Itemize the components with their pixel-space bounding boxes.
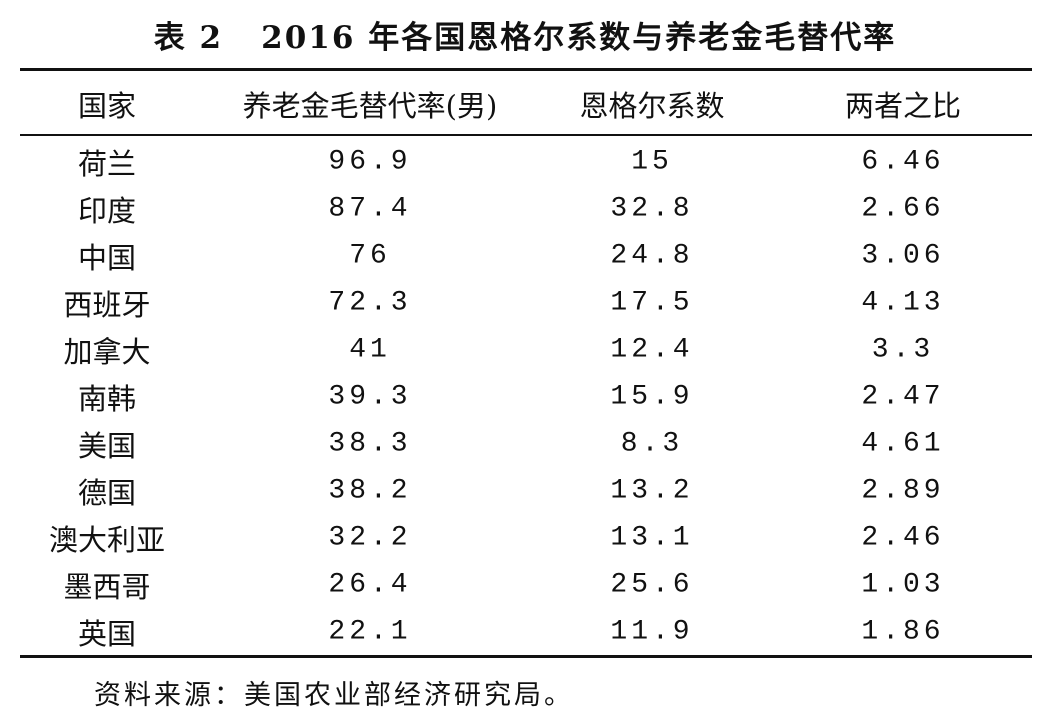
value-cell: 32.2 bbox=[328, 522, 412, 554]
value-cell: 8.3 bbox=[620, 428, 684, 460]
value-cell: 26.4 bbox=[328, 569, 412, 601]
value-cell: 2.66 bbox=[861, 193, 945, 225]
country-cell: 德国 bbox=[77, 476, 137, 510]
value-cell: 96.9 bbox=[328, 146, 412, 178]
value-cell: 32.8 bbox=[610, 193, 694, 225]
value-cell: 39.3 bbox=[328, 381, 412, 413]
value-cell: 6.46 bbox=[861, 146, 945, 178]
table-title: 表 2 2016 年各国恩格尔系数与养老金毛替代率 bbox=[0, 12, 1050, 57]
value-cell: 15 bbox=[631, 146, 673, 178]
country-cell: 印度 bbox=[77, 194, 137, 228]
value-cell: 38.2 bbox=[328, 475, 412, 507]
header-rule bbox=[20, 134, 1032, 136]
value-cell: 13.2 bbox=[610, 475, 694, 507]
value-cell: 38.3 bbox=[328, 428, 412, 460]
title-text: 2016 年各国恩格尔系数与养老金毛替代率 bbox=[261, 20, 897, 56]
source-note: 资料来源：美国农业部经济研究局。 bbox=[94, 680, 574, 711]
value-cell: 15.9 bbox=[610, 381, 694, 413]
value-cell: 1.86 bbox=[861, 616, 945, 648]
header-cell: 恩格尔系数 bbox=[579, 89, 725, 123]
country-cell: 加拿大 bbox=[63, 335, 151, 369]
country-cell: 中国 bbox=[77, 241, 137, 275]
country-cell: 南韩 bbox=[77, 382, 137, 416]
bottom-rule bbox=[20, 655, 1032, 658]
country-cell: 澳大利亚 bbox=[48, 523, 166, 557]
value-cell: 41 bbox=[349, 334, 391, 366]
header-cell: 两者之比 bbox=[844, 89, 962, 123]
value-cell: 2.89 bbox=[861, 475, 945, 507]
value-cell: 17.5 bbox=[610, 287, 694, 319]
country-cell: 英国 bbox=[77, 617, 137, 651]
value-cell: 4.61 bbox=[861, 428, 945, 460]
country-cell: 荷兰 bbox=[77, 147, 137, 181]
value-cell: 12.4 bbox=[610, 334, 694, 366]
value-cell: 24.8 bbox=[610, 240, 694, 272]
value-cell: 13.1 bbox=[610, 522, 694, 554]
value-cell: 3.06 bbox=[861, 240, 945, 272]
value-cell: 3.3 bbox=[871, 334, 935, 366]
value-cell: 72.3 bbox=[328, 287, 412, 319]
header-cell: 养老金毛替代率(男) bbox=[242, 89, 498, 123]
value-cell: 11.9 bbox=[610, 616, 694, 648]
country-cell: 墨西哥 bbox=[63, 570, 151, 604]
value-cell: 2.47 bbox=[861, 381, 945, 413]
country-cell: 美国 bbox=[77, 429, 137, 463]
value-cell: 2.46 bbox=[861, 522, 945, 554]
value-cell: 25.6 bbox=[610, 569, 694, 601]
country-cell: 西班牙 bbox=[63, 288, 151, 322]
value-cell: 1.03 bbox=[861, 569, 945, 601]
value-cell: 22.1 bbox=[328, 616, 412, 648]
value-cell: 4.13 bbox=[861, 287, 945, 319]
value-cell: 76 bbox=[349, 240, 391, 272]
value-cell: 87.4 bbox=[328, 193, 412, 225]
header-cell: 国家 bbox=[77, 89, 137, 123]
table-label: 表 2 bbox=[153, 20, 224, 56]
top-rule bbox=[20, 68, 1032, 71]
